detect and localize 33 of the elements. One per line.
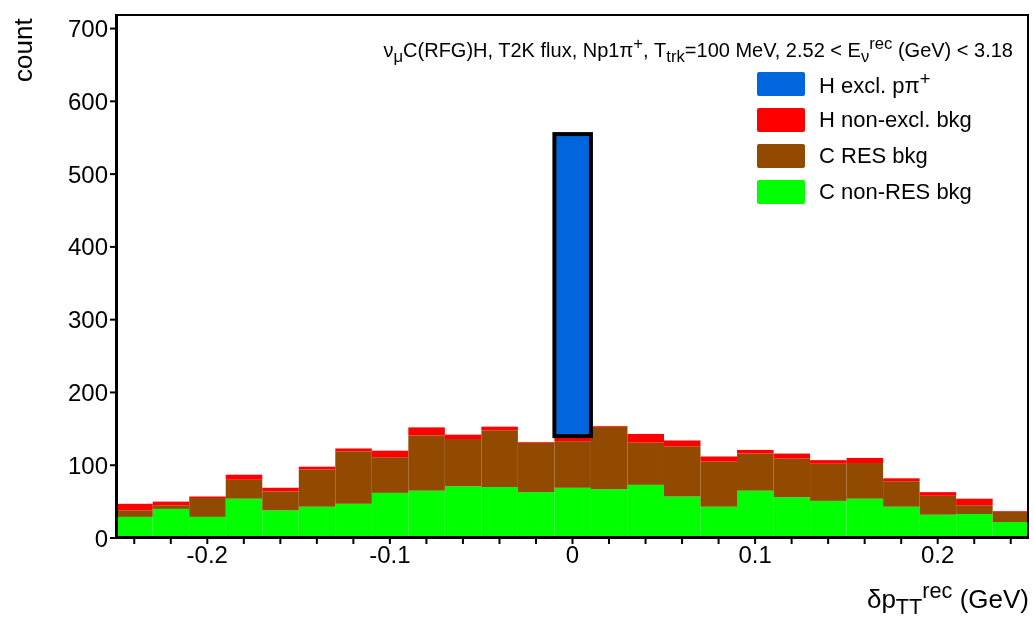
y-tick-label: 100: [67, 451, 108, 479]
chart-title: ν$_{μ}$C(RFG)H, T2K flux, Np1π$^{+}$, T$_{trk}$=100 MeV, 2.52 < E$_{ν}$$^{rec}$ (GeV) < 3.18: [383, 34, 1013, 66]
x-tick-label: 0: [565, 541, 580, 569]
bar: [956, 498, 993, 506]
y-tick-label: 0: [94, 524, 108, 552]
y-tick-label: 500: [67, 160, 108, 188]
x-tick-label: 0.1: [738, 541, 772, 569]
bar: [883, 478, 920, 482]
bar: [773, 453, 811, 459]
bar: [737, 449, 774, 454]
bar: [919, 492, 957, 496]
bar: [371, 450, 409, 458]
legend-label: C RES bkg: [819, 143, 929, 169]
bar: [408, 427, 445, 436]
legend-label: H non-excl. bkg: [819, 107, 973, 133]
y-tick-label: 200: [67, 378, 108, 406]
bar: [444, 434, 482, 440]
y-tick-label: 600: [67, 87, 108, 115]
bar: [225, 474, 263, 480]
x-tick-label: -0.2: [186, 541, 228, 569]
legend-label: C non-RES bkg: [819, 179, 973, 205]
y-tick-label: 300: [67, 306, 108, 334]
y-tick-label: 700: [67, 15, 108, 43]
legend-label: H excl. pπ$^{+}$: [819, 68, 932, 100]
bar: [298, 466, 336, 470]
x-tick-label: -0.1: [369, 541, 411, 569]
y-axis-title: count: [8, 18, 39, 82]
bar: [335, 448, 372, 452]
bar: [116, 510, 153, 517]
x-tick-label: 0.2: [921, 541, 955, 569]
x-axis-title: δp$_{TT}$$^{rec}$ (GeV): [866, 578, 1029, 620]
bar: [700, 456, 738, 462]
y-tick-label: 400: [67, 233, 108, 261]
